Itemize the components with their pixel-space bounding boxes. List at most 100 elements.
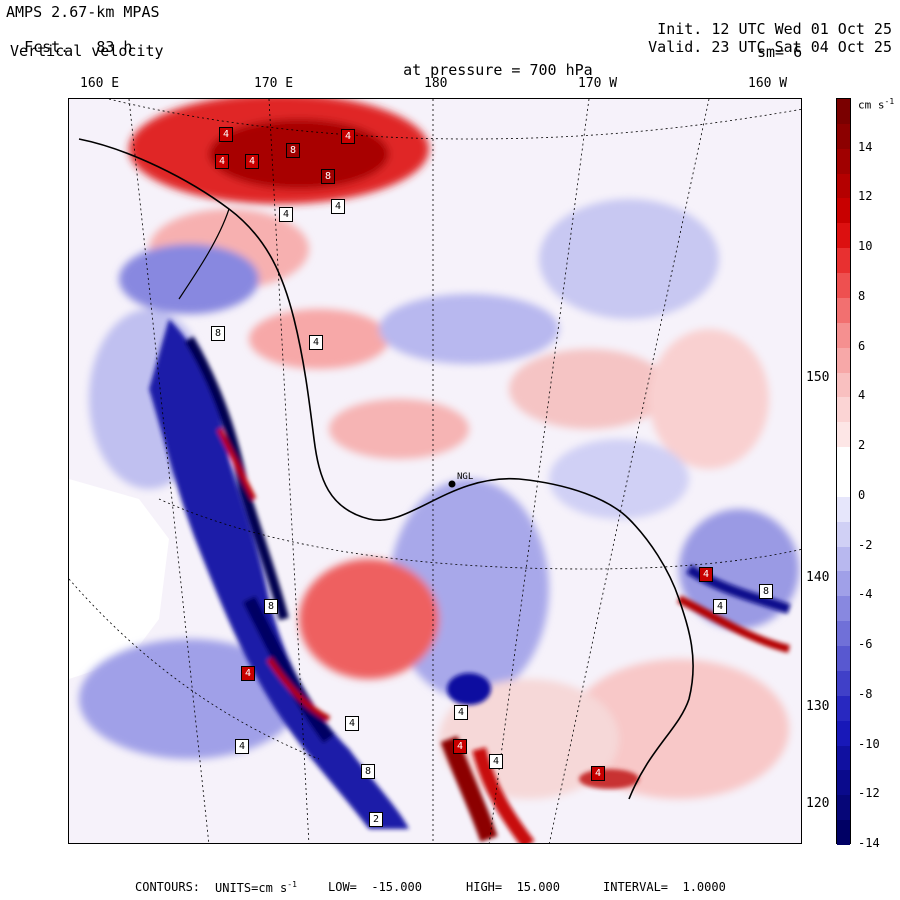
contour-label: 2 bbox=[369, 812, 383, 827]
colorbar-segment bbox=[837, 820, 850, 846]
colorbar-segment bbox=[837, 397, 850, 423]
contour-label: 4 bbox=[245, 154, 259, 169]
model-title: AMPS 2.67-km MPAS bbox=[6, 3, 160, 21]
lon-label-180: 180 bbox=[424, 76, 448, 91]
lon-label-170e: 170 E bbox=[254, 76, 294, 91]
colorbar-tick-label: -10 bbox=[858, 736, 880, 751]
contour-label: 4 bbox=[699, 567, 713, 582]
colorbar-tick-label: 14 bbox=[858, 139, 873, 154]
colorbar-segment bbox=[837, 422, 850, 448]
colorbar-segment bbox=[837, 297, 850, 324]
colorbar-unit: cm s-1 bbox=[858, 97, 894, 112]
footer-low-value: -15.000 bbox=[371, 880, 422, 894]
footer-high-label: HIGH= bbox=[466, 880, 503, 894]
colorbar-segment bbox=[837, 496, 850, 523]
contour-label: 4 bbox=[713, 599, 727, 614]
contour-label: 4 bbox=[345, 716, 359, 731]
colorbar-segment bbox=[837, 670, 850, 697]
contour-label: 4 bbox=[309, 335, 323, 350]
init-time: Init. 12 UTC Wed 01 Oct 25 bbox=[639, 4, 892, 38]
colorbar-segment bbox=[837, 596, 850, 622]
contour-label: 8 bbox=[361, 764, 375, 779]
fcst-label: Fcst. bbox=[24, 38, 70, 56]
colorbar-tick-label: -8 bbox=[858, 686, 873, 701]
footer-high-value: 15.000 bbox=[516, 880, 560, 894]
colorbar-segment bbox=[837, 795, 850, 821]
contour-label: 4 bbox=[453, 739, 467, 754]
colorbar-tick-label: 2 bbox=[858, 438, 866, 453]
pressure-label: at pressure = bbox=[403, 61, 521, 79]
colorbar-segment bbox=[837, 273, 850, 299]
velocity-field: NGL bbox=[69, 99, 801, 843]
colorbar-tick-label: -2 bbox=[858, 537, 873, 552]
init-value: 12 UTC Wed 01 Oct 25 bbox=[711, 20, 892, 38]
field-name: Vertical velocity bbox=[10, 42, 164, 60]
footer-units-label: UNITS=cm s bbox=[215, 881, 288, 895]
colorbar-segment bbox=[837, 248, 850, 274]
colorbar-segment bbox=[837, 695, 850, 722]
pressure-level: at pressure = 700 hPa bbox=[385, 43, 593, 79]
footer-low-label: LOW= bbox=[328, 880, 357, 894]
footer-low: LOW= -15.000 bbox=[328, 880, 422, 894]
graticule bbox=[69, 99, 801, 843]
colorbar-tick-label: 4 bbox=[858, 388, 866, 403]
contour-label: 4 bbox=[235, 739, 249, 754]
colorbar-segment bbox=[837, 148, 850, 175]
colorbar-segment bbox=[837, 646, 850, 672]
colorbar-segment bbox=[837, 745, 850, 771]
colorbar-segment bbox=[837, 447, 850, 473]
colorbar-segment bbox=[837, 322, 850, 349]
colorbar-unit-exp: -1 bbox=[884, 97, 895, 106]
contour-label: 8 bbox=[286, 143, 300, 158]
contour-label: 4 bbox=[241, 666, 255, 681]
colorbar-tick-label: 0 bbox=[858, 487, 866, 502]
colorbar bbox=[836, 98, 851, 846]
colorbar-segment bbox=[837, 472, 850, 498]
colorbar-segment bbox=[837, 173, 850, 199]
init-label: Init. bbox=[657, 20, 703, 38]
lon-label-160e: 160 E bbox=[80, 76, 120, 91]
contour-label: 8 bbox=[211, 326, 225, 341]
colorbar-tick-label: 6 bbox=[858, 338, 866, 353]
colorbar-tick-label: -14 bbox=[858, 836, 880, 850]
contour-label: 4 bbox=[331, 199, 345, 214]
footer-units: UNITS=cm s-1 bbox=[215, 880, 297, 895]
station-ngl-marker bbox=[448, 480, 456, 488]
field-patches bbox=[79, 99, 799, 799]
colorbar-segment bbox=[837, 223, 850, 249]
pressure-value: 700 hPa bbox=[529, 61, 593, 79]
contour-label: 4 bbox=[341, 129, 355, 144]
forecast-hour: Fcst. 83 h bbox=[6, 22, 132, 56]
colorbar-segment bbox=[837, 720, 850, 747]
station-ngl-label: NGL bbox=[457, 472, 473, 482]
coastline-branch bbox=[178, 208, 230, 300]
colorbar-segment bbox=[837, 123, 850, 150]
fcst-value: 83 h bbox=[96, 38, 133, 56]
contour-label: 4 bbox=[219, 127, 233, 142]
colorbar-tick-label: 12 bbox=[858, 189, 873, 204]
lon-label-170w: 170 W bbox=[578, 76, 618, 91]
colorbar-segment bbox=[837, 571, 850, 597]
colorbar-segment bbox=[837, 99, 850, 125]
colorbar-segment bbox=[837, 621, 850, 647]
colorbar-segment bbox=[837, 770, 850, 796]
colorbar-tick-label: 8 bbox=[858, 288, 866, 303]
colorbar-segment bbox=[837, 521, 850, 548]
footer-units-exp: -1 bbox=[287, 880, 297, 889]
colorbar-segment bbox=[837, 347, 850, 374]
colorbar-unit-text: cm s bbox=[858, 98, 885, 112]
contour-label: 4 bbox=[279, 207, 293, 222]
footer-contours-label: CONTOURS: bbox=[135, 880, 201, 894]
mountain-band bbox=[149, 319, 791, 843]
colorbar-segment bbox=[837, 546, 850, 572]
footer-interval-label: INTERVAL= bbox=[603, 880, 669, 894]
lon-label-160w: 160 W bbox=[748, 76, 788, 91]
contour-label: 4 bbox=[454, 705, 468, 720]
ice-shelf bbox=[69, 479, 169, 679]
colorbar-segment bbox=[837, 372, 850, 398]
colorbar-tick-label: 10 bbox=[858, 239, 873, 254]
colorbar-segment bbox=[837, 198, 850, 224]
valid-time: Valid. 23 UTC Sat 04 Oct 25 bbox=[630, 22, 892, 56]
contour-label: 4 bbox=[489, 754, 503, 769]
